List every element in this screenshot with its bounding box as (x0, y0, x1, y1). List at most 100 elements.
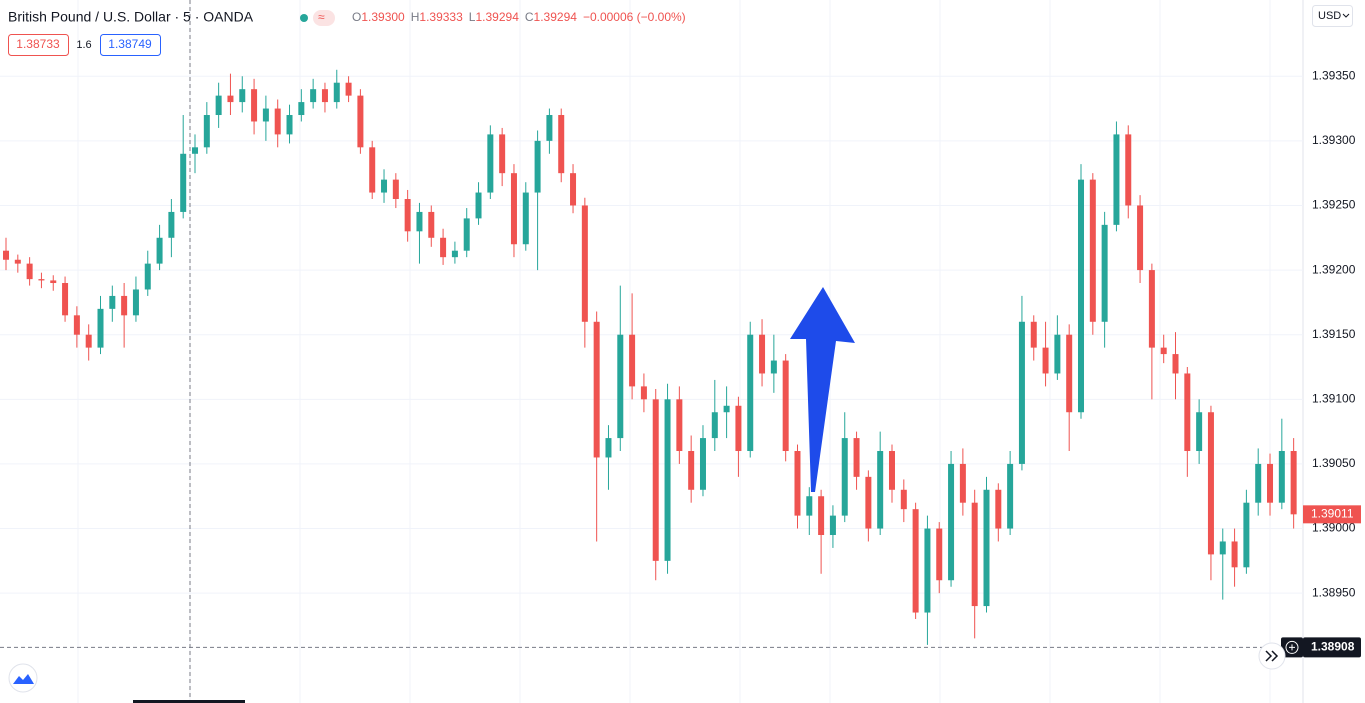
plus (1289, 644, 1295, 651)
legend-key: C (525, 10, 534, 24)
candle-body (451, 250, 458, 258)
candle-body (3, 250, 9, 260)
candle-body (310, 89, 317, 103)
scroll-icon (1265, 650, 1279, 662)
candle-body (1207, 412, 1214, 555)
candle-body (440, 237, 447, 258)
candle-body (995, 489, 1002, 529)
candle-body (617, 334, 624, 439)
candle-body (1030, 321, 1037, 348)
candle-body (912, 509, 919, 613)
legend-value: 1.39333 (419, 10, 463, 24)
candle-body (73, 315, 80, 335)
candle-body (475, 192, 482, 219)
candle-body (723, 405, 730, 413)
candle-body (1089, 179, 1096, 322)
candle-body (333, 82, 340, 103)
candle-body (156, 237, 163, 264)
candle-body (983, 489, 990, 607)
candle-body (463, 218, 470, 251)
logo (13, 674, 34, 684)
candle-body (605, 438, 612, 458)
candle-body (1007, 463, 1014, 529)
candle-body (1172, 354, 1179, 374)
candle-body (192, 147, 199, 154)
candle-body (1231, 541, 1238, 568)
candle-body (392, 179, 399, 200)
candle-body (1267, 463, 1274, 503)
candle-body (144, 263, 151, 290)
candle-body (782, 360, 789, 452)
legend-value: 1.39294 (475, 10, 519, 24)
candle-body (747, 334, 754, 452)
candle-body (203, 115, 210, 148)
candle-body (345, 82, 352, 96)
candle-body (215, 95, 222, 116)
candle-body (711, 412, 718, 439)
candle-body (1054, 334, 1061, 374)
candle-body (369, 147, 376, 193)
candle-body (121, 295, 128, 316)
candle-body (1113, 134, 1120, 225)
candle-body (1243, 502, 1250, 568)
status-icon: ≈ (318, 10, 325, 24)
candle-body (971, 502, 978, 607)
candle-body (676, 399, 683, 452)
candle-body (948, 463, 955, 581)
candle-body (298, 102, 305, 116)
bid: 1.38733 (16, 37, 60, 51)
candle-body (829, 515, 836, 536)
logo-bg (8, 663, 38, 693)
candle-body (1255, 463, 1262, 503)
candle-body (1066, 334, 1073, 413)
candle-body (924, 528, 931, 613)
candle-body (546, 115, 553, 141)
candle-body (1078, 179, 1085, 413)
candle-body (688, 451, 695, 490)
candle-body (888, 451, 895, 490)
candle-body (50, 280, 57, 284)
arrow (790, 287, 855, 492)
candle-body (1042, 347, 1049, 374)
candle-body (499, 134, 506, 174)
last-price-label: 1.39011 (1311, 506, 1354, 520)
candle-body (900, 489, 907, 510)
candle-body (321, 89, 328, 103)
candle-body (239, 89, 246, 103)
candle-body (97, 308, 104, 348)
candle-body (806, 496, 813, 516)
candle-body (109, 295, 116, 309)
candle-body (1160, 347, 1167, 355)
candle-body (381, 179, 388, 193)
candle-body (227, 95, 234, 103)
currency-button[interactable] (1312, 5, 1353, 27)
legend-key: H (411, 10, 420, 24)
candle-body (770, 360, 777, 374)
candle-body (853, 438, 860, 477)
candle-body (570, 173, 577, 206)
legend-key: O (352, 10, 361, 24)
ask-box (100, 34, 161, 56)
y-tick-label: 1.39100 (1312, 391, 1356, 405)
candle-body (1290, 451, 1297, 515)
market-status-dot (300, 14, 308, 22)
candle-body (251, 89, 258, 122)
chevron (1342, 13, 1350, 18)
candle-body (286, 115, 293, 135)
bid-box (8, 34, 69, 56)
currency-label: USD (1318, 10, 1341, 22)
crosshair-price-label: 1.38908 (1311, 640, 1355, 654)
candle-body (416, 211, 423, 232)
candle-body (1219, 541, 1226, 555)
y-tick-label: 1.39300 (1312, 133, 1356, 147)
candle-body (664, 399, 671, 561)
spread: 1.6 (76, 39, 91, 51)
y-tick-label: 1.39000 (1312, 521, 1356, 535)
y-tick-label: 1.39050 (1312, 456, 1356, 470)
candle-body (699, 438, 706, 490)
candle-body (14, 259, 21, 264)
change: −0.00006 (−0.00%) (583, 10, 686, 24)
candle-body (487, 134, 494, 193)
candle-body (640, 386, 647, 400)
